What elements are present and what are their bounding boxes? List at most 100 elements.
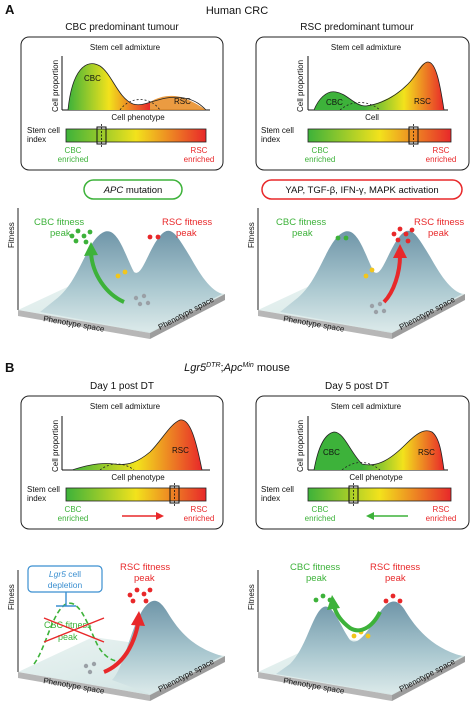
b-left-grey-dot [83, 663, 89, 669]
a-left-landscape: Fitness CBC fitness peak RSC fitness pea… [7, 208, 225, 339]
a-right-x-axis-label: Cell [365, 113, 379, 122]
a-left-index-marker [96, 126, 107, 145]
b-left-depletion-text-1: Lgr5 cell [49, 569, 81, 579]
b-left-admixture-label: Stem cell admixture [90, 402, 161, 411]
b-right-cbc-enriched-2: enriched [305, 514, 336, 523]
b-left-depletion-gene: Lgr5 [49, 569, 66, 579]
b-right-landscape: Fitness CBC fitness peak RSC fitness pea… [247, 562, 465, 701]
b-left-cbc-enriched-1: CBC [65, 505, 82, 514]
panel-b-letter: B [5, 360, 14, 375]
a-left-distribution-box: Stem cell admixture Cell proportion CBC … [20, 36, 224, 171]
b-right-index-marker [348, 485, 359, 504]
a-right-arrow-to-rsc [382, 255, 402, 304]
b-right-heading: Day 5 post DT [325, 381, 389, 392]
a-right-rsc-enriched-2: enriched [426, 155, 457, 164]
a-left-grey-dot [141, 293, 147, 299]
a-right-dashed-overlap [339, 102, 381, 111]
a-right-grey-dot [377, 301, 383, 307]
a-right-rsc-area [364, 62, 444, 110]
a-left-cbc-enriched-2: enriched [58, 155, 89, 164]
panel-b-title-rest: mouse [254, 362, 290, 374]
b-left-landscape: Fitness Lgr5 cell depletion CBC fitness … [7, 562, 225, 701]
a-left-yellow-dot [122, 269, 128, 275]
a-left-yellow-dot [115, 273, 121, 279]
b-right-rsc-dot [383, 598, 389, 604]
a-right-arrow-head [393, 244, 407, 258]
a-right-cbc-label: CBC [326, 98, 343, 107]
a-right-index-label-2: index [261, 135, 280, 144]
a-left-cbc-label: CBC [84, 74, 101, 83]
a-right-cbc-enriched-1: CBC [312, 146, 329, 155]
b-right-y-axis-label: Cell proportion [296, 420, 305, 472]
b-left-index-bar [65, 487, 207, 502]
b-right-dashed-overlap [341, 462, 381, 471]
a-left-arrow-head [84, 242, 98, 256]
a-left-hills [40, 230, 222, 332]
a-left-floor-front [18, 310, 150, 339]
b-left-depletion-text-2: depletion [48, 580, 83, 590]
b-left-rsc-peak-1: RSC fitness [120, 562, 170, 573]
b-left-rsc-peak-2: peak [134, 573, 155, 584]
b-left-rsc-dot [127, 592, 133, 598]
b-right-rsc-enriched-2: enriched [426, 514, 457, 523]
b-right-admixture-label: Stem cell admixture [331, 402, 402, 411]
a-left-cbc-dot [69, 233, 75, 239]
panel-b-title-gene2: Apc [223, 362, 243, 374]
a-right-y-axis-label: Cell proportion [296, 60, 305, 112]
b-left-x-axis-label: Cell phenotype [111, 473, 165, 482]
a-right-cbc-peak-2: peak [292, 228, 313, 239]
b-left-depletion-rest: cell [66, 569, 81, 579]
a-right-cbc-area [314, 91, 364, 110]
a-left-index-label-2: index [27, 135, 46, 144]
a-right-rsc-dot [409, 227, 415, 233]
b-left-rsc-enriched-2: enriched [184, 514, 215, 523]
panel-b-title-gene1: Lgr5 [184, 362, 207, 374]
b-left-curve-area [72, 419, 202, 470]
panel-a-letter: A [5, 2, 15, 17]
a-left-grey-dot [137, 301, 143, 307]
b-right-cbc-label: CBC [323, 448, 340, 457]
b-left-floor-side [150, 656, 225, 701]
a-left-cbc-enriched-1: CBC [65, 146, 82, 155]
a-right-index-label-1: Stem cell [261, 126, 294, 135]
a-left-rsc-dot [147, 234, 153, 240]
b-right-cbc-dot [313, 597, 319, 603]
a-right-cbc-enriched-2: enriched [305, 155, 336, 164]
b-left-rsc-enriched-1: RSC [191, 505, 208, 514]
a-left-cbc-dot [75, 228, 81, 234]
b-left-cross-out [43, 617, 105, 643]
b-right-curve [313, 430, 445, 471]
a-left-cbc-peak-2: peak [50, 228, 71, 239]
b-left-rsc-dot [147, 587, 153, 593]
b-right-rsc-label: RSC [418, 448, 435, 457]
a-right-trigger-text: YAP, TGF-β, IFN-γ, MAPK activation [285, 185, 438, 196]
a-right-hills [280, 230, 462, 332]
b-left-depletion-box [27, 565, 103, 593]
b-right-rsc-dot [390, 593, 396, 599]
a-right-index-marker [408, 126, 419, 145]
a-left-index-bar [65, 128, 207, 143]
a-left-cbc-dot [81, 233, 87, 239]
a-right-rsc-enriched-1: RSC [433, 146, 450, 155]
b-left-cbc-peak-2: peak [58, 632, 78, 642]
a-left-rsc-enriched-1: RSC [191, 146, 208, 155]
a-left-rsc-peak-1: RSC fitness [162, 217, 212, 228]
a-right-grey-dot [381, 308, 387, 314]
a-left-arrow-to-cbc [89, 251, 125, 304]
a-right-yellow-dot [369, 267, 375, 273]
b-left-inhibition-line [56, 590, 76, 607]
b-right-index-label-1: Stem cell [261, 485, 294, 494]
a-right-fitness-axis: Fitness [247, 222, 256, 248]
a-left-admixture-label: Stem cell admixture [90, 43, 161, 52]
a-left-index-label-1: Stem cell [27, 126, 60, 135]
a-right-yellow-dot [363, 273, 369, 279]
a-left-rsc-label: RSC [174, 97, 191, 106]
a-right-heading: RSC predominant tumour [300, 22, 414, 33]
b-left-depleted-cbc-peak [33, 602, 121, 665]
panel-b-title-sep: ; [221, 362, 224, 374]
b-left-cbc-peak-1: CBC fitness [44, 620, 92, 630]
b-right-arrow-head [327, 595, 340, 610]
a-right-rsc-dot [405, 238, 411, 244]
b-right-fitness-axis: Fitness [247, 584, 256, 610]
